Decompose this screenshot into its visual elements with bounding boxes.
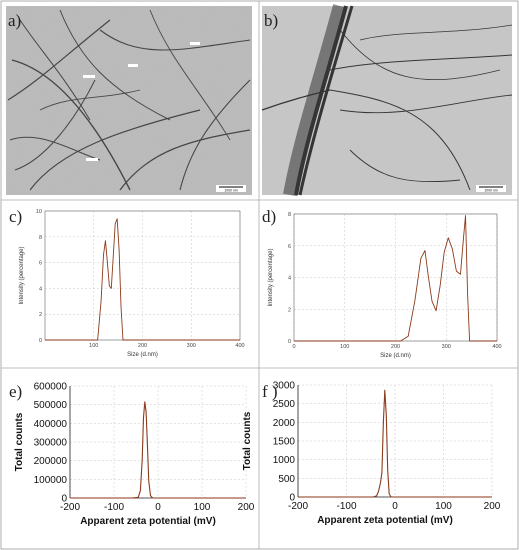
y-axis-label: Total counts [242,411,253,470]
x-tick-label: 300 [442,344,451,350]
x-tick-label: -100 [336,501,356,512]
y-tick-label: 400000 [34,419,68,430]
x-tick-label: -100 [104,502,124,513]
y-tick-label: 0 [288,339,291,345]
x-tick-label: 100 [340,344,349,350]
micrograph-b: 1000 nm b) [261,4,513,197]
scale-bar-label-a: 1000 nm [224,189,238,193]
grid [69,385,247,499]
y-tick-label: 600000 [34,382,68,393]
x-tick-label: 0 [392,501,398,512]
y-tick-label: 200000 [34,456,68,467]
panel-letter: f ) [262,382,278,401]
x-axis-label: Size (d.nm) [127,352,158,358]
chart-size-distribution-c: 100 200 300 400 0 2 4 6 8 10 Size (d.nm) Intensity … [9,207,245,358]
series-line [70,401,246,499]
x-tick-label: 100 [89,343,98,349]
y-axis-label: Total counts [14,412,25,471]
y-tick-label: 500000 [34,400,68,411]
grid [45,210,241,341]
y-tick-label: 3000 [273,381,296,392]
y-tick-label: 2 [288,307,291,313]
scale-bar-label-b: 1000 nm [484,189,498,193]
y-tick-label: 0 [61,494,67,505]
series-line [294,215,497,342]
y-tick-label: 2000 [273,418,296,429]
x-axis-label: Apparent zeta potential (mV) [317,515,453,526]
x-tick-label: 0 [292,344,295,350]
y-tick-label: 300000 [34,438,68,449]
x-tick-label: 400 [235,343,244,349]
grid [297,384,493,498]
x-tick-label: 100 [435,501,452,512]
y-tick-label: 2 [39,312,42,318]
panel-letter-b: b) [264,11,278,30]
x-tick-label: 200 [484,501,501,512]
chart-zeta-potential-e: -200 -100 0 100 200 0 100000 200000 300000 400000… [9,382,255,528]
panel-letter: d) [262,207,276,226]
y-tick-label: 4 [39,286,42,292]
x-tick-label: 200 [391,344,400,350]
y-axis-label: Intensity (percentage) [19,246,25,304]
panel-letter: e) [9,382,22,401]
x-tick-label: 0 [155,502,161,513]
y-tick-label: 10 [36,209,42,215]
y-tick-label: 0 [289,493,295,504]
y-tick-label: 1500 [273,437,296,448]
chart-zeta-potential-f: -200 -100 0 100 200050010001500200025003000A… [242,381,501,527]
x-tick-label: 400 [492,344,501,350]
micrograph-a: 1000 nm a) [6,6,252,195]
x-tick-label: 200 [138,343,147,349]
y-tick-label: 2500 [273,399,296,410]
series-line [298,389,492,498]
y-tick-label: 6 [39,261,42,267]
y-tick-label: 8 [288,212,291,218]
grid [293,213,498,342]
x-axis-label: Apparent zeta potential (mV) [80,516,216,527]
x-tick-label: -200 [60,502,80,513]
x-tick-label: -200 [288,501,308,512]
y-tick-label: 6 [288,244,291,250]
y-tick-label: 1000 [273,455,296,466]
series-line [45,218,240,341]
panel-letter: c) [9,207,22,226]
y-tick-label: 500 [278,474,295,485]
x-tick-label: 100 [194,502,211,513]
y-tick-label: 4 [288,276,291,282]
x-tick-label: 300 [187,343,196,349]
x-axis-label: Size (d.nm) [380,353,411,359]
y-tick-label: 100000 [34,475,68,486]
y-tick-label: 0 [39,338,42,344]
panel-letter-a: a) [8,11,21,30]
y-tick-label: 8 [39,235,42,241]
y-axis-label: Intensity (percentage) [268,248,274,306]
x-tick-label: 200 [238,502,255,513]
chart-size-distribution-d: 0 100 200 300 400 0 2 4 6 8 Size (d.nm) Intensity (… [262,207,502,359]
